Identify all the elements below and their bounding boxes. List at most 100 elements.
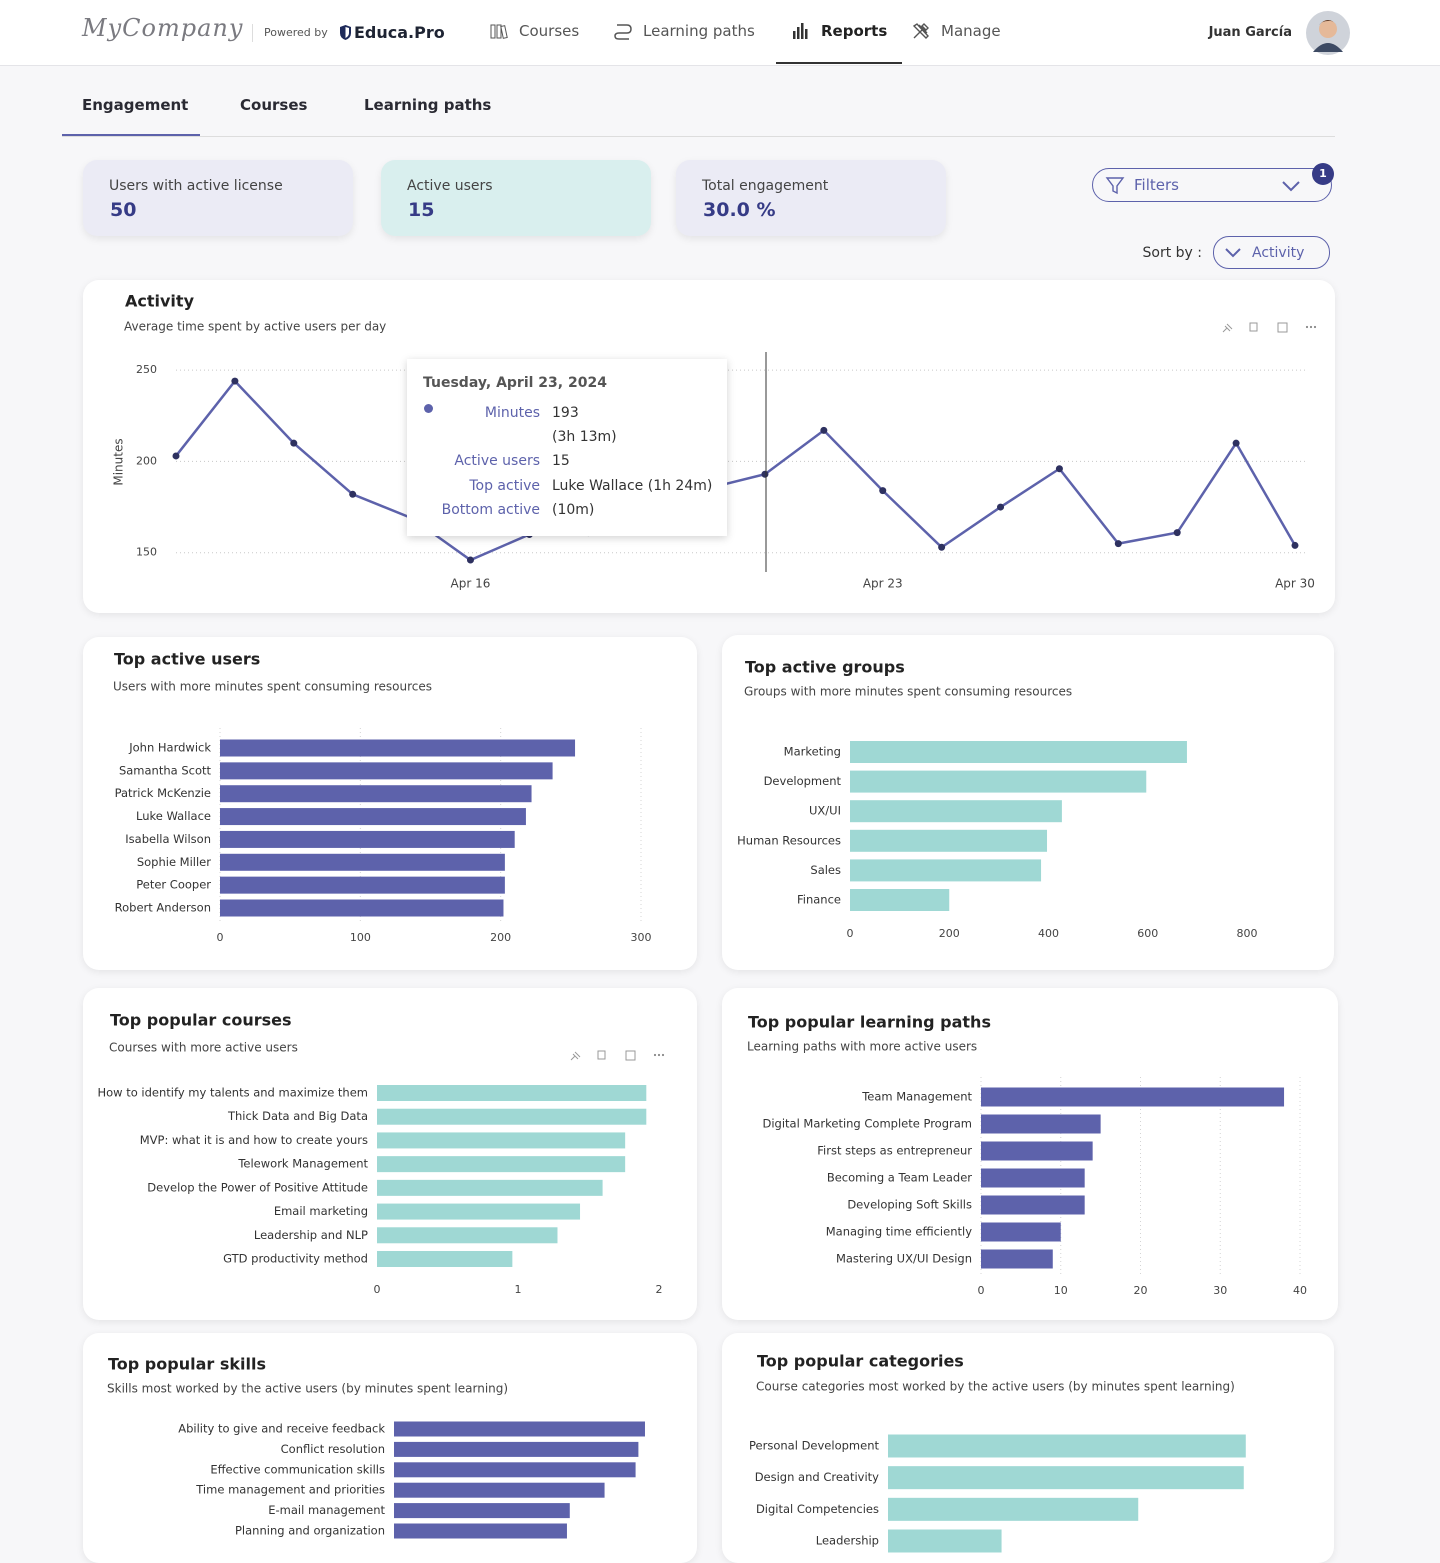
x-tick-label: 0 [978,1284,985,1297]
category-label: Team Management [861,1090,972,1104]
category-label: Digital Marketing Complete Program [762,1117,972,1131]
bar [394,1421,645,1437]
panel: Top active groups Groups with more minute… [722,635,1334,970]
bar [394,1503,570,1519]
category-label: Robert Anderson [115,901,211,915]
chart-subtitle: Skills most worked by the active users (… [107,1382,508,1396]
bar [377,1251,513,1267]
x-tick-label: 0 [374,1283,381,1296]
x-tick-label: 20 [1134,1284,1148,1297]
category-label: John Hardwick [128,741,211,755]
sort-label: Sort by : [1142,245,1203,261]
category-label: Ability to give and receive feedback [178,1422,385,1436]
kpi-label: Total engagement [702,178,829,194]
category-label: Developing Soft Skills [847,1198,972,1212]
bar [394,1482,605,1498]
bar [220,808,526,826]
nav-item[interactable]: Courses [474,0,594,62]
chart-title: Top active users [114,650,260,669]
bar [220,876,505,894]
bar [377,1203,581,1220]
x-tick-label: 10 [1054,1284,1068,1297]
nav-item[interactable]: Learning paths [598,0,770,62]
icon-part [496,24,502,39]
avatar[interactable] [1305,10,1351,56]
chart-subtitle: Learning paths with more active users [747,1040,977,1054]
pin-icon [570,1051,581,1061]
icon-part [793,31,796,39]
category-label: Development [764,774,842,788]
x-tick-label: Apr 16 [451,577,491,591]
bar [850,889,950,911]
bar [888,1497,1139,1521]
tooltip-dot [424,404,433,413]
kpi-value: 30.0 % [703,199,776,221]
icon-part [500,25,508,39]
tooltip-label: Bottom active [441,502,540,518]
category-label: How to identify my talents and maximize … [97,1086,368,1100]
chart: Top popular learning paths Learning paths… [747,1013,1307,1298]
icon-part [614,24,632,40]
chevron [1225,248,1241,258]
chart-subtitle: Courses with more active users [109,1041,298,1055]
x-tick-label: 300 [631,931,652,944]
icon-part [1105,177,1125,195]
tab[interactable]: Engagement [62,96,200,136]
panel: Activity Average time spent by active use… [83,280,1335,613]
pin-icon [1222,323,1233,333]
top-bar: MyCompany Powered by Educa.Pro Juan Garc… [0,0,1440,66]
tab[interactable]: Learning paths [364,96,492,114]
bar [377,1085,647,1101]
bar [377,1132,626,1149]
x-tick-label: 0 [217,931,224,944]
chart-title: Top popular courses [110,1011,292,1030]
bar [850,741,1187,763]
tab-rule [62,136,1335,137]
point [879,487,887,495]
x-tick-label: 0 [847,927,854,940]
more-icon [1305,325,1309,329]
filters-button[interactable]: Filters [1092,168,1332,202]
bar [377,1179,603,1196]
nav-item[interactable]: Reports [776,0,903,64]
category-label: Patrick McKenzie [115,786,211,800]
chevron [1282,181,1300,192]
brand: Educa.Pro [354,23,445,42]
panel: Top popular categories Course categories … [722,1333,1334,1563]
tooltip-label: Active users [454,453,540,469]
point [231,377,239,385]
category-label: Luke Wallace [136,809,211,823]
x-tick-label: 1 [515,1283,522,1296]
nav-item[interactable]: Manage [896,0,1016,62]
tab[interactable]: Courses [240,96,308,114]
tooltip-label: Minutes [484,405,540,421]
bar [220,739,576,757]
y-tick-label: 250 [136,363,157,376]
line [175,379,1297,562]
chart-subtitle: Groups with more minutes spent consuming… [744,685,1072,699]
icon-part [1282,181,1300,192]
panel: Top popular skills Skills most worked by … [83,1333,697,1563]
category-label: Design and Creativity [755,1470,879,1484]
icon-part [797,27,800,39]
logo: MyCompany [82,14,244,42]
copy-icon [597,1050,606,1060]
bar [394,1462,636,1478]
category-label: Sales [810,863,841,877]
icon-part [912,23,929,39]
bar [981,1222,1061,1242]
category-label: Effective communication skills [210,1462,385,1476]
category-label: Personal Development [749,1439,879,1453]
powered-by: Powered by [264,26,328,39]
category-label: Mastering UX/UI Design [836,1252,972,1266]
copy-icon [1249,322,1258,332]
expand-icon [625,1050,636,1061]
nav-label: Manage [941,22,1001,40]
x-tick-label: Apr 30 [1275,577,1315,591]
sort-button[interactable]: Activity [1213,236,1330,269]
kpi-card: Users with active license 50 [83,160,353,236]
point [1173,529,1181,537]
chart-subtitle: Users with more minutes spent consuming … [113,680,432,694]
tooltip-value: Luke Wallace (1h 24m) [552,478,713,494]
user-name[interactable]: Juan García [1208,25,1292,40]
